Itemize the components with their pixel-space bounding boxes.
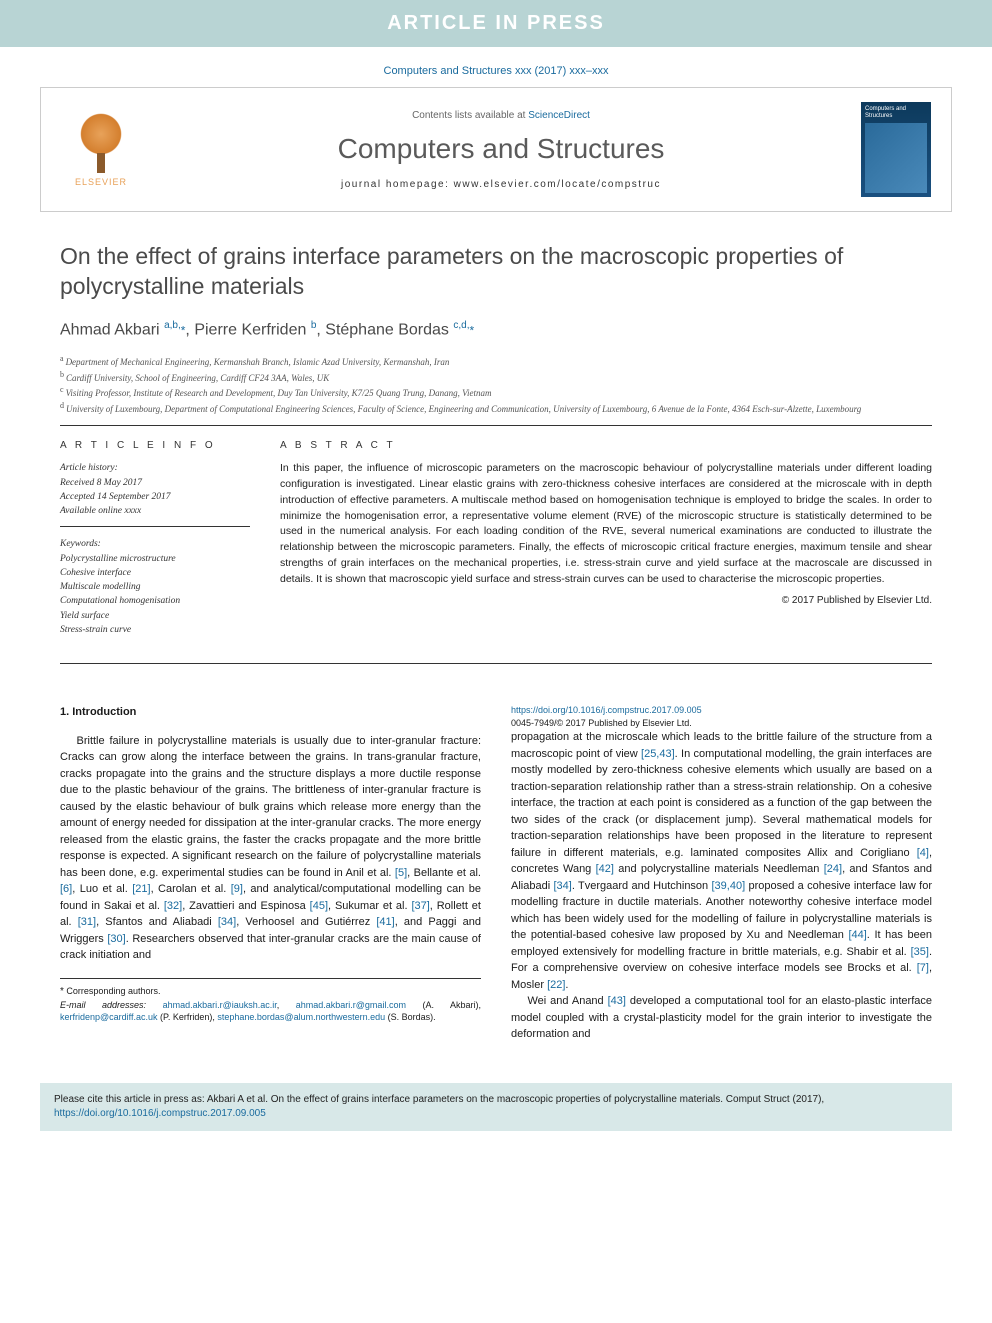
keywords-list: Polycrystalline microstructureCohesive i… — [60, 552, 250, 638]
intro-p1: Brittle failure in polycrystalline mater… — [60, 733, 481, 964]
keyword-item: Polycrystalline microstructure — [60, 552, 250, 566]
journal-cover-thumbnail: Computers and Structures — [861, 102, 931, 197]
journal-center: Contents lists available at ScienceDirec… — [161, 110, 841, 190]
keyword-item: Multiscale modelling — [60, 580, 250, 594]
info-abstract-row: A R T I C L E I N F O Article history: R… — [60, 440, 932, 655]
keyword-item: Cohesive interface — [60, 566, 250, 580]
affiliations: aDepartment of Mechanical Engineering, K… — [60, 353, 932, 415]
doi-link[interactable]: https://doi.org/10.1016/j.compstruc.2017… — [511, 705, 702, 715]
keyword-item: Stress-strain curve — [60, 623, 250, 637]
cover-image — [865, 123, 927, 193]
article-in-press-banner: ARTICLE IN PRESS — [0, 0, 992, 47]
citation-header: Computers and Structures xxx (2017) xxx–… — [0, 47, 992, 87]
divider-top — [60, 425, 932, 426]
received-date: Received 8 May 2017 — [60, 476, 250, 490]
elsevier-logo: ELSEVIER — [61, 105, 141, 195]
keywords-block: Keywords: Polycrystalline microstructure… — [60, 537, 250, 645]
elsevier-label: ELSEVIER — [75, 177, 127, 187]
journal-homepage-line: journal homepage: www.elsevier.com/locat… — [161, 179, 841, 190]
homepage-prefix: journal homepage: — [341, 179, 454, 190]
abstract-heading: A B S T R A C T — [280, 440, 932, 451]
doi-block: https://doi.org/10.1016/j.compstruc.2017… — [511, 704, 932, 729]
cite-text: Please cite this article in press as: Ak… — [54, 1094, 824, 1105]
history-label: Article history: — [60, 461, 250, 475]
cover-title: Computers and Structures — [865, 106, 927, 119]
keywords-label: Keywords: — [60, 537, 250, 551]
online-date: Available online xxxx — [60, 504, 250, 518]
keyword-item: Yield surface — [60, 609, 250, 623]
divider-bottom — [60, 663, 932, 664]
intro-p2: propagation at the microscale which lead… — [511, 729, 932, 993]
article-info-column: A R T I C L E I N F O Article history: R… — [60, 440, 250, 655]
article-title: On the effect of grains interface parame… — [60, 242, 932, 302]
article-body: On the effect of grains interface parame… — [0, 212, 992, 1063]
sciencedirect-link[interactable]: ScienceDirect — [528, 110, 590, 121]
journal-title: Computers and Structures — [161, 133, 841, 165]
cite-doi-link[interactable]: https://doi.org/10.1016/j.compstruc.2017… — [54, 1108, 266, 1119]
author-list: Ahmad Akbari a,b,*, Pierre Kerfriden b, … — [60, 320, 932, 339]
elsevier-tree-icon — [71, 113, 131, 173]
keyword-item: Computational homogenisation — [60, 594, 250, 608]
contents-available-line: Contents lists available at ScienceDirec… — [161, 110, 841, 121]
homepage-url[interactable]: www.elsevier.com/locate/compstruc — [454, 179, 661, 190]
accepted-date: Accepted 14 September 2017 — [60, 490, 250, 504]
footnotes-block: * Corresponding authors. E-mail addresse… — [60, 978, 481, 1024]
issn-copyright: 0045-7949/© 2017 Published by Elsevier L… — [511, 718, 692, 728]
abstract-copyright: © 2017 Published by Elsevier Ltd. — [280, 595, 932, 606]
intro-p3: Wei and Anand [43] developed a computati… — [511, 993, 932, 1043]
corresponding-note: * Corresponding authors. — [60, 985, 481, 999]
email-addresses: E-mail addresses: ahmad.akbari.r@iauksh.… — [60, 999, 481, 1024]
journal-header-box: ELSEVIER Contents lists available at Sci… — [40, 87, 952, 212]
intro-heading: 1. Introduction — [60, 704, 481, 721]
contents-prefix: Contents lists available at — [412, 110, 528, 121]
article-history-block: Article history: Received 8 May 2017 Acc… — [60, 461, 250, 527]
citation-box: Please cite this article in press as: Ak… — [40, 1083, 952, 1131]
introduction-text: 1. Introduction Brittle failure in polyc… — [60, 704, 932, 1043]
abstract-column: A B S T R A C T In this paper, the influ… — [280, 440, 932, 655]
article-info-heading: A R T I C L E I N F O — [60, 440, 250, 451]
abstract-text: In this paper, the influence of microsco… — [280, 461, 932, 587]
